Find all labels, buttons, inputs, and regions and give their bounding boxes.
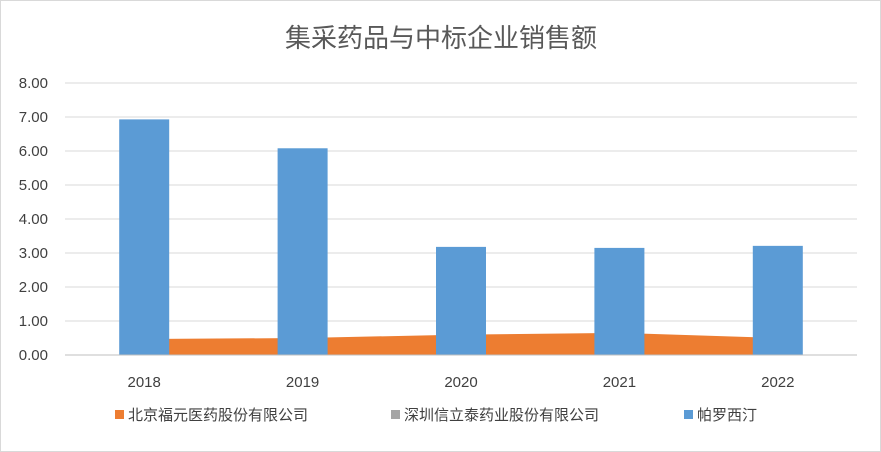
bar-2021 (594, 247, 645, 355)
y-tick-label: 4.00 (19, 211, 48, 228)
bar-2020 (436, 246, 486, 355)
bar-series-layer (119, 119, 803, 355)
y-tick-label: 6.00 (19, 143, 48, 160)
y-tick-label: 2.00 (19, 279, 48, 296)
x-tick-label: 2018 (128, 374, 161, 391)
legend-swatch (391, 410, 400, 419)
legend: 北京福元医药股份有限公司 深圳信立泰药业股份有限公司 帕罗西汀 (115, 406, 757, 424)
legend-label: 深圳信立泰药业股份有限公司 (404, 406, 599, 424)
bar-2022 (752, 245, 803, 355)
y-tick-label: 8.00 (19, 75, 48, 92)
x-tick-label: 2019 (286, 374, 319, 391)
legend-label: 帕罗西汀 (697, 406, 757, 424)
chart-title: 集采药品与中标企业销售额 (285, 24, 597, 54)
legend-swatch (115, 410, 124, 419)
y-tick-label: 3.00 (19, 245, 48, 262)
legend-label: 北京福元医药股份有限公司 (128, 406, 308, 424)
bar-2018 (119, 119, 170, 355)
y-tick-label: 5.00 (19, 177, 48, 194)
x-tick-label: 2020 (444, 374, 477, 391)
y-tick-label: 7.00 (19, 109, 48, 126)
y-tick-label: 0.00 (19, 347, 48, 364)
legend-swatch (684, 410, 693, 419)
x-tick-label: 2021 (603, 374, 636, 391)
axes: 0.00 1.00 2.00 3.00 4.00 5.00 6.00 7.00 8.00 2018… (19, 75, 857, 391)
bar-2019 (277, 148, 328, 355)
x-tick-label: 2022 (761, 374, 794, 391)
y-tick-label: 1.00 (19, 313, 48, 330)
